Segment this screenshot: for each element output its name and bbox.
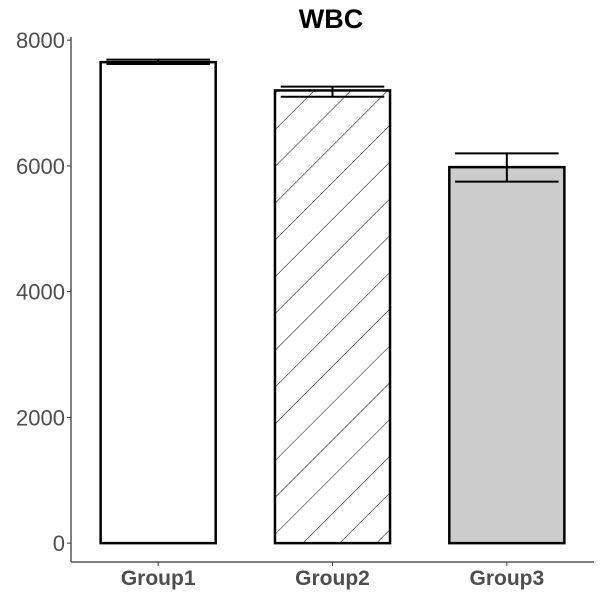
x-tick-label: Group1	[121, 567, 196, 590]
y-axis: 0 2000 4000 6000 8000	[16, 28, 72, 562]
bar-group1	[99, 60, 217, 545]
x-tick-label: Group2	[295, 567, 370, 590]
error-bars-layer	[106, 58, 559, 183]
bars-layer	[99, 60, 566, 545]
x-axis: Group1 Group2 Group3	[71, 561, 594, 590]
error-bar-group2	[280, 85, 385, 98]
error-bar-group1	[106, 58, 210, 66]
y-tick-label: 4000	[16, 280, 65, 305]
y-tick-label: 0	[53, 531, 65, 556]
y-tick-label: 6000	[16, 154, 65, 179]
bar-group2	[273, 89, 392, 545]
y-tick-label: 8000	[16, 28, 65, 53]
y-tick-label: 2000	[16, 405, 65, 430]
x-tick-label: Group3	[469, 567, 544, 590]
bar-group3	[448, 165, 566, 545]
error-bar-group3	[455, 152, 559, 183]
chart-title: WBC	[299, 4, 363, 34]
